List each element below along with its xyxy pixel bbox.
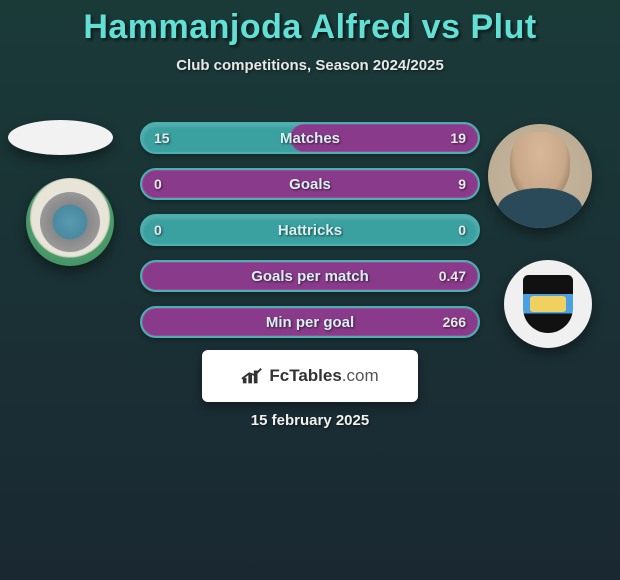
stat-label: Hattricks bbox=[278, 222, 342, 239]
stat-row-goals: 0 Goals 9 bbox=[140, 168, 480, 200]
stat-left-value: 15 bbox=[154, 130, 170, 146]
date-text: 15 february 2025 bbox=[0, 412, 620, 429]
stat-label: Goals per match bbox=[251, 268, 369, 285]
stat-right-value: 266 bbox=[443, 314, 466, 330]
player1-avatar bbox=[8, 120, 113, 155]
stat-right-value: 9 bbox=[458, 176, 466, 192]
stat-row-hattricks: 0 Hattricks 0 bbox=[140, 214, 480, 246]
stat-label: Matches bbox=[280, 130, 340, 147]
brand-suffix: .com bbox=[342, 366, 379, 385]
bar-chart-icon bbox=[241, 366, 263, 386]
player2-club-badge bbox=[504, 260, 592, 348]
stat-row-mpg: Min per goal 266 bbox=[140, 306, 480, 338]
stats-block: 15 Matches 19 0 Goals 9 0 Hattricks 0 Go… bbox=[140, 122, 480, 352]
stat-left-value: 0 bbox=[154, 176, 162, 192]
stat-row-gpm: Goals per match 0.47 bbox=[140, 260, 480, 292]
stat-right-value: 19 bbox=[450, 130, 466, 146]
stat-right-value: 0.47 bbox=[439, 268, 466, 284]
brand-name: FcTables bbox=[269, 366, 341, 385]
stat-label: Goals bbox=[289, 176, 331, 193]
brand-box[interactable]: FcTables.com bbox=[202, 350, 418, 402]
stat-row-matches: 15 Matches 19 bbox=[140, 122, 480, 154]
brand-text: FcTables.com bbox=[269, 366, 378, 386]
page-title: Hammanjoda Alfred vs Plut bbox=[0, 8, 620, 47]
stat-right-value: 0 bbox=[458, 222, 466, 238]
stat-left-value: 0 bbox=[154, 222, 162, 238]
subtitle: Club competitions, Season 2024/2025 bbox=[0, 57, 620, 74]
player2-avatar bbox=[488, 124, 592, 228]
player1-club-badge bbox=[26, 178, 114, 266]
stat-label: Min per goal bbox=[266, 314, 354, 331]
